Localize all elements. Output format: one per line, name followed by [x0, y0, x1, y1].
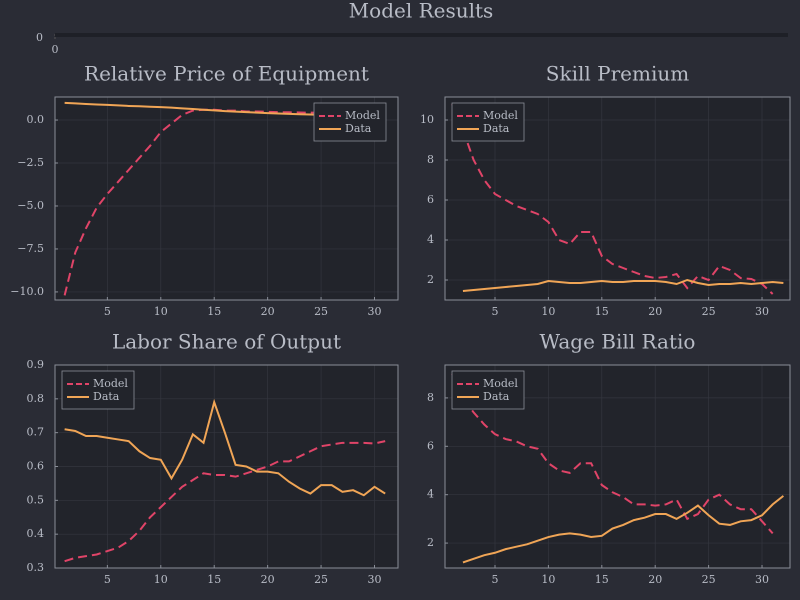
x-tick-label: 20 [648, 305, 662, 318]
plot-frame [444, 364, 791, 569]
subplot-title: Labor Share of Output [112, 330, 341, 354]
y-tick-label: 0.6 [27, 460, 45, 473]
legend-label: Data [483, 122, 510, 135]
x-tick-label: 20 [261, 573, 275, 586]
y-tick-label: 6 [427, 439, 434, 452]
y-tick-label: 4 [427, 233, 434, 246]
x-tick-label: 5 [104, 573, 111, 586]
x-tick-label: 10 [154, 305, 168, 318]
legend-box [61, 370, 135, 410]
y-tick-label: −10.0 [10, 285, 44, 298]
x-tick-label: 25 [702, 573, 716, 586]
legend-label: Model [483, 109, 518, 122]
x-tick-label: 30 [367, 305, 381, 318]
x-tick-label: 15 [595, 305, 609, 318]
empty-axis [55, 33, 788, 37]
plot-frame [54, 364, 399, 569]
x-tick-label: 15 [595, 573, 609, 586]
x-tick-label: 5 [491, 573, 498, 586]
legend-box [451, 102, 525, 142]
y-tick-label: 0.3 [27, 561, 45, 574]
y-tick-label: 0 [36, 31, 43, 44]
series-line [462, 495, 785, 564]
x-tick-label: 30 [755, 573, 769, 586]
x-tick-label: 15 [207, 305, 221, 318]
x-tick-label: 10 [154, 573, 168, 586]
x-tick-label: 5 [104, 305, 111, 318]
x-tick-label: 0 [52, 43, 59, 56]
figure-title: Model Results [349, 0, 494, 23]
legend-label: Data [93, 390, 120, 403]
legend-box [313, 102, 387, 142]
x-tick-label: 25 [314, 305, 328, 318]
series-line [462, 278, 784, 292]
series-line [64, 440, 386, 563]
subplot-title: Wage Bill Ratio [540, 330, 696, 354]
series-line [451, 373, 774, 535]
x-tick-label: 10 [541, 573, 555, 586]
legend-label: Data [483, 390, 510, 403]
y-tick-label: 0.0 [27, 113, 45, 126]
y-tick-label: 0.9 [27, 358, 45, 371]
x-tick-label: 10 [541, 305, 555, 318]
legend-box [451, 370, 525, 410]
y-tick-label: 2 [427, 536, 434, 549]
legend-label: Data [345, 122, 372, 135]
subplot-title: Skill Premium [546, 62, 689, 86]
y-tick-label: −2.5 [17, 156, 44, 169]
plot-frame [444, 96, 791, 301]
y-tick-label: 8 [427, 391, 434, 404]
y-tick-label: 0.4 [27, 527, 45, 540]
y-tick-label: 2 [427, 273, 434, 286]
series-line [451, 103, 774, 295]
y-tick-label: 4 [427, 488, 434, 501]
x-tick-label: 25 [702, 305, 716, 318]
x-tick-label: 20 [261, 305, 275, 318]
y-tick-label: 0.7 [27, 426, 45, 439]
y-tick-label: 0.8 [27, 392, 45, 405]
y-tick-label: 6 [427, 193, 434, 206]
plot-frame [54, 96, 399, 301]
legend-label: Model [93, 377, 128, 390]
legend-label: Model [345, 109, 380, 122]
y-tick-label: −7.5 [17, 242, 44, 255]
x-tick-label: 30 [367, 573, 381, 586]
legend-label: Model [483, 377, 518, 390]
y-tick-label: 0.5 [27, 493, 45, 506]
x-tick-label: 30 [755, 305, 769, 318]
x-tick-label: 20 [648, 573, 662, 586]
x-tick-label: 15 [207, 573, 221, 586]
y-tick-label: 8 [427, 153, 434, 166]
x-tick-label: 5 [491, 305, 498, 318]
y-tick-label: −5.0 [17, 199, 44, 212]
subplot-title: Relative Price of Equipment [84, 62, 369, 86]
x-tick-label: 25 [314, 573, 328, 586]
y-tick-label: 10 [420, 113, 434, 126]
series-line [64, 398, 386, 497]
